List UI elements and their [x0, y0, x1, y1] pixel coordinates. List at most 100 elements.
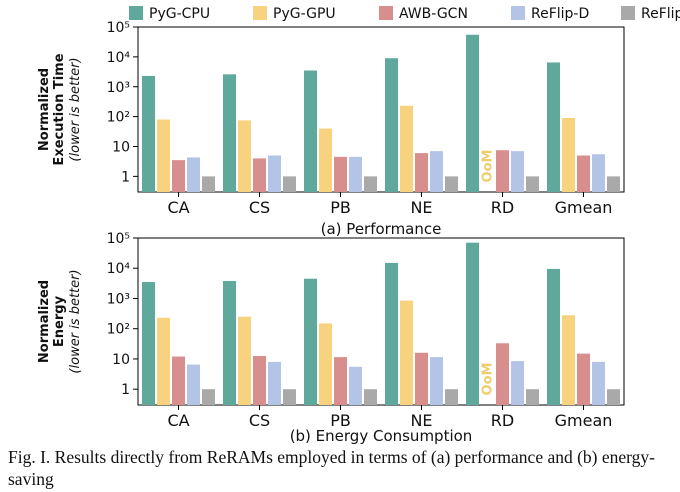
bar-awb-gcn-pb — [334, 357, 347, 405]
y-tick-label: 1 — [121, 169, 130, 185]
legend-swatch-reflip — [621, 6, 635, 20]
bar-pyg-cpu-ca — [142, 75, 155, 192]
y-tick-label: 10 — [112, 352, 130, 368]
bar-pyg-cpu-rd — [466, 34, 479, 192]
bar-awb-gcn-ca — [172, 160, 185, 192]
x-tick-label-gmean: Gmean — [555, 411, 613, 430]
x-axis-label: (a) Performance — [321, 220, 442, 238]
bar-pyg-cpu-rd — [466, 242, 479, 405]
bar-awb-gcn-rd — [496, 343, 509, 405]
y-tick-label: 10² — [107, 110, 130, 126]
bar-pyg-gpu-pb — [319, 323, 332, 405]
x-tick-label-cs: CS — [249, 411, 270, 430]
bar-reflip-d-cs — [268, 361, 281, 405]
y-tick-label: 10⁵ — [107, 20, 130, 36]
bar-reflip-rd — [526, 176, 539, 192]
plot-frame — [137, 237, 625, 406]
y-tick-label: 1 — [121, 382, 130, 398]
bar-awb-gcn-pb — [334, 156, 347, 192]
bar-awb-gcn-gmean — [577, 353, 590, 405]
bar-awb-gcn-rd — [496, 150, 509, 192]
bar-pyg-cpu-ne — [385, 58, 398, 192]
bar-pyg-gpu-gmean — [562, 117, 575, 192]
y-tick-label: 10² — [107, 322, 130, 338]
chart-panel-energy: 1 10 10² 10³ 10⁴ 10⁵ NormalizedEnergy(lower is… — [37, 231, 625, 445]
y-axis-label: NormalizedEnergy(lower is better) — [37, 269, 83, 373]
oom-annotation: OoM — [481, 150, 496, 183]
bar-reflip-ca — [202, 176, 215, 192]
y-tick-label: 10³ — [107, 291, 130, 307]
bar-reflip-d-cs — [268, 155, 281, 192]
chart-panel-performance: 1 10 10² 10³ 10⁴ 10⁵ NormalizedExecution Time(… — [37, 20, 625, 238]
bar-pyg-cpu-ne — [385, 262, 398, 405]
bar-reflip-d-ca — [187, 364, 200, 405]
bar-reflip-d-rd — [511, 151, 524, 192]
bar-pyg-gpu-ne — [400, 105, 413, 192]
bar-pyg-cpu-cs — [223, 280, 236, 405]
bar-pyg-gpu-gmean — [562, 315, 575, 405]
plot-frame — [137, 26, 625, 193]
bar-pyg-cpu-gmean — [547, 268, 560, 405]
bar-reflip-gmean — [607, 176, 620, 192]
bar-pyg-gpu-cs — [238, 120, 251, 192]
legend-label-reflip: ReFlip — [641, 6, 680, 22]
y-tick-label: 10⁴ — [107, 261, 131, 277]
bar-awb-gcn-ne — [415, 352, 428, 405]
legend-label-reflip-d: ReFlip-D — [531, 6, 589, 22]
legend-label-awb-gcn: AWB-GCN — [399, 6, 468, 22]
x-tick-label-gmean: Gmean — [555, 198, 613, 217]
legend-swatch-pyg-gpu — [253, 6, 267, 20]
bar-reflip-d-gmean — [592, 154, 605, 192]
y-tick-label: 10³ — [107, 80, 130, 96]
bar-reflip-d-pb — [349, 366, 362, 405]
bar-awb-gcn-gmean — [577, 155, 590, 192]
bar-pyg-gpu-pb — [319, 128, 332, 192]
bar-reflip-ca — [202, 389, 215, 405]
legend: PyG-CPU PyG-GPU AWB-GCN ReFlip-D ReFlip — [129, 6, 680, 22]
bar-awb-gcn-cs — [253, 158, 266, 192]
y-axis-label: NormalizedExecution Time(lower is better… — [37, 53, 83, 165]
x-tick-label-ne: NE — [410, 198, 432, 217]
y-tick-label: 10 — [112, 140, 130, 156]
y-tick-label: 10⁵ — [107, 231, 130, 247]
legend-swatch-awb-gcn — [379, 6, 393, 20]
legend-swatch-reflip-d — [511, 6, 525, 20]
oom-annotation: OoM — [481, 363, 496, 396]
bar-pyg-cpu-pb — [304, 278, 317, 405]
bar-pyg-gpu-ca — [157, 317, 170, 405]
bar-reflip-cs — [283, 389, 296, 405]
bar-reflip-d-ne — [430, 357, 443, 405]
x-tick-label-cs: CS — [249, 198, 270, 217]
bar-pyg-cpu-cs — [223, 74, 236, 192]
bar-reflip-cs — [283, 176, 296, 192]
bar-awb-gcn-ca — [172, 356, 185, 405]
x-tick-label-pb: PB — [330, 411, 351, 430]
figure-caption: Fig. I. Results directly from ReRAMs emp… — [8, 447, 656, 489]
bar-pyg-cpu-gmean — [547, 62, 560, 192]
bar-reflip-pb — [364, 176, 377, 192]
bar-reflip-ne — [445, 389, 458, 405]
bar-reflip-gmean — [607, 389, 620, 405]
x-tick-label-rd: RD — [491, 411, 514, 430]
bar-awb-gcn-cs — [253, 356, 266, 405]
bar-reflip-pb — [364, 389, 377, 405]
bar-pyg-gpu-ca — [157, 119, 170, 192]
bar-reflip-ne — [445, 176, 458, 192]
bar-reflip-d-rd — [511, 361, 524, 405]
legend-label-pyg-gpu: PyG-GPU — [273, 6, 336, 22]
x-tick-label-ca: CA — [167, 411, 189, 430]
legend-swatch-pyg-cpu — [129, 6, 143, 20]
x-axis-label: (b) Energy Consumption — [290, 427, 473, 445]
bar-pyg-gpu-ne — [400, 300, 413, 405]
bar-pyg-cpu-ca — [142, 282, 155, 405]
bar-reflip-d-ca — [187, 157, 200, 192]
legend-label-pyg-cpu: PyG-CPU — [149, 6, 210, 22]
bar-reflip-d-gmean — [592, 361, 605, 405]
bar-pyg-cpu-pb — [304, 70, 317, 192]
x-tick-label-ca: CA — [167, 198, 189, 217]
bar-reflip-rd — [526, 389, 539, 405]
bar-awb-gcn-ne — [415, 153, 428, 192]
x-tick-label-rd: RD — [491, 198, 514, 217]
x-tick-label-ne: NE — [410, 411, 432, 430]
